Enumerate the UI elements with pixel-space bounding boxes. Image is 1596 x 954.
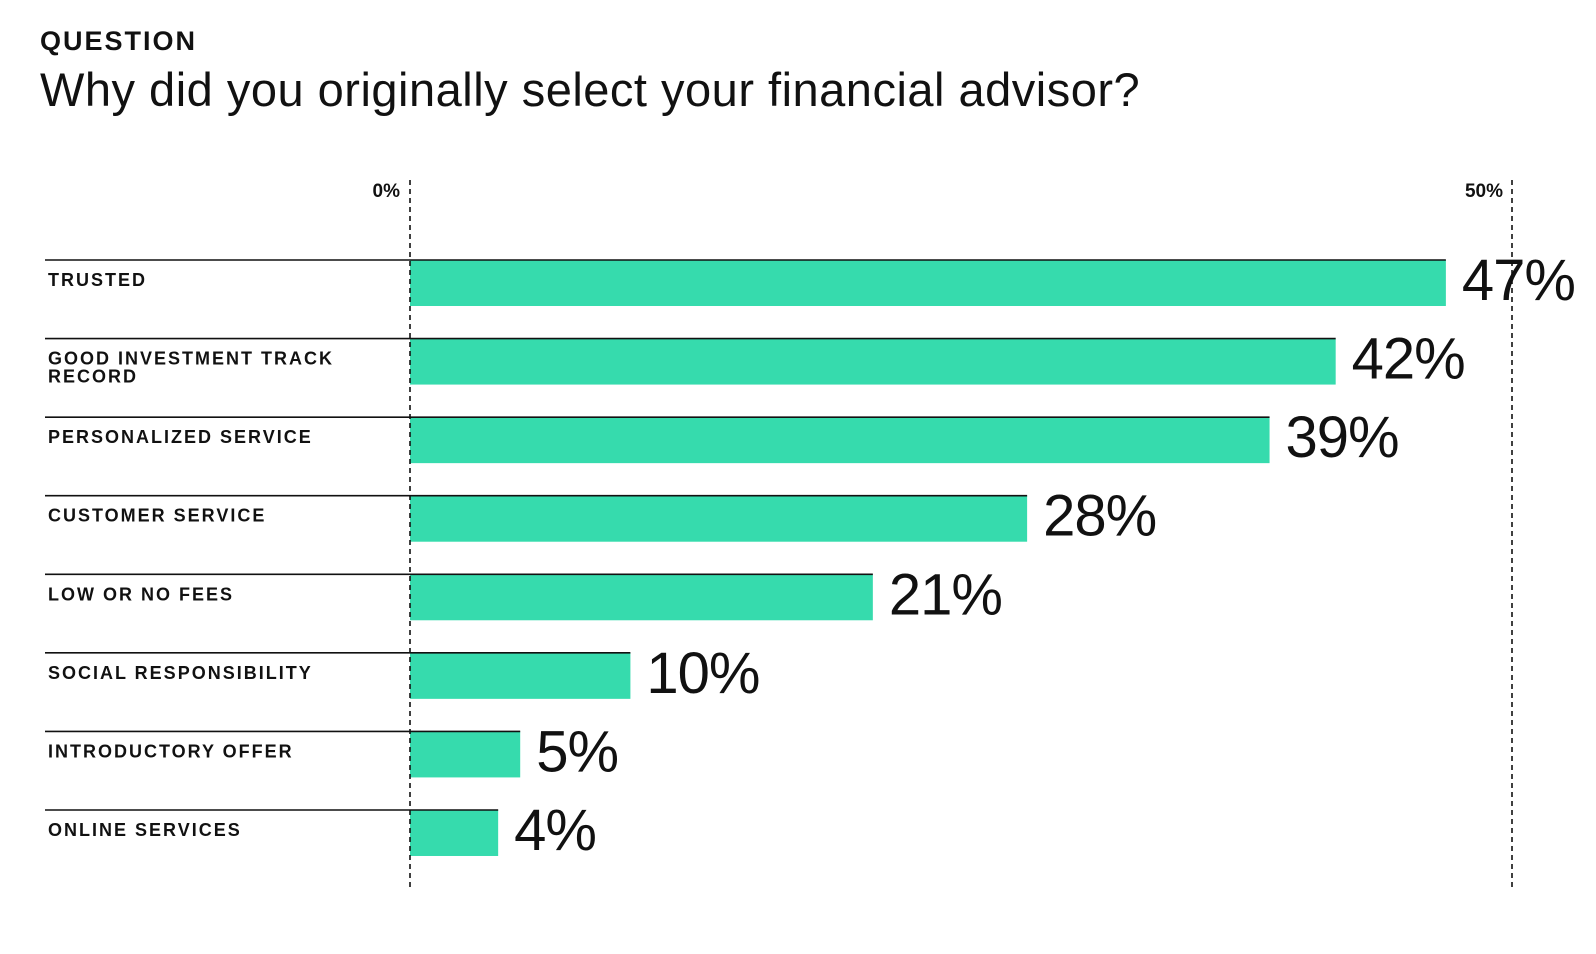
- value-label: 10%: [646, 641, 759, 706]
- page-title: Why did you originally select your finan…: [40, 63, 1141, 116]
- category-label: CUSTOMER SERVICE: [48, 506, 266, 526]
- tick-label: 0%: [373, 181, 401, 202]
- bar: [410, 495, 1028, 542]
- category-label: RECORD: [48, 367, 138, 387]
- category-label: ONLINE SERVICES: [48, 820, 242, 840]
- category-label: INTRODUCTORY OFFER: [48, 741, 294, 761]
- value-label: 5%: [536, 719, 618, 784]
- value-label: 47%: [1462, 248, 1575, 313]
- question-eyebrow: QUESTION: [40, 26, 198, 56]
- bar: [410, 809, 499, 856]
- category-label: GOOD INVESTMENT TRACK: [48, 349, 334, 369]
- value-label: 4%: [514, 798, 596, 863]
- tick-label: 50%: [1465, 181, 1503, 202]
- category-label: LOW OR NO FEES: [48, 584, 234, 604]
- value-label: 39%: [1286, 405, 1399, 470]
- bar: [410, 652, 631, 699]
- bar: [410, 731, 521, 778]
- category-label: PERSONALIZED SERVICE: [48, 427, 313, 447]
- bar: [410, 417, 1270, 464]
- bar: [410, 338, 1336, 385]
- value-label: 42%: [1352, 327, 1465, 392]
- bar: [410, 260, 1446, 306]
- category-label: SOCIAL RESPONSIBILITY: [48, 663, 313, 683]
- value-label: 21%: [889, 562, 1002, 627]
- category-label: TRUSTED: [48, 270, 147, 290]
- bar: [410, 574, 873, 621]
- value-label: 28%: [1043, 484, 1156, 549]
